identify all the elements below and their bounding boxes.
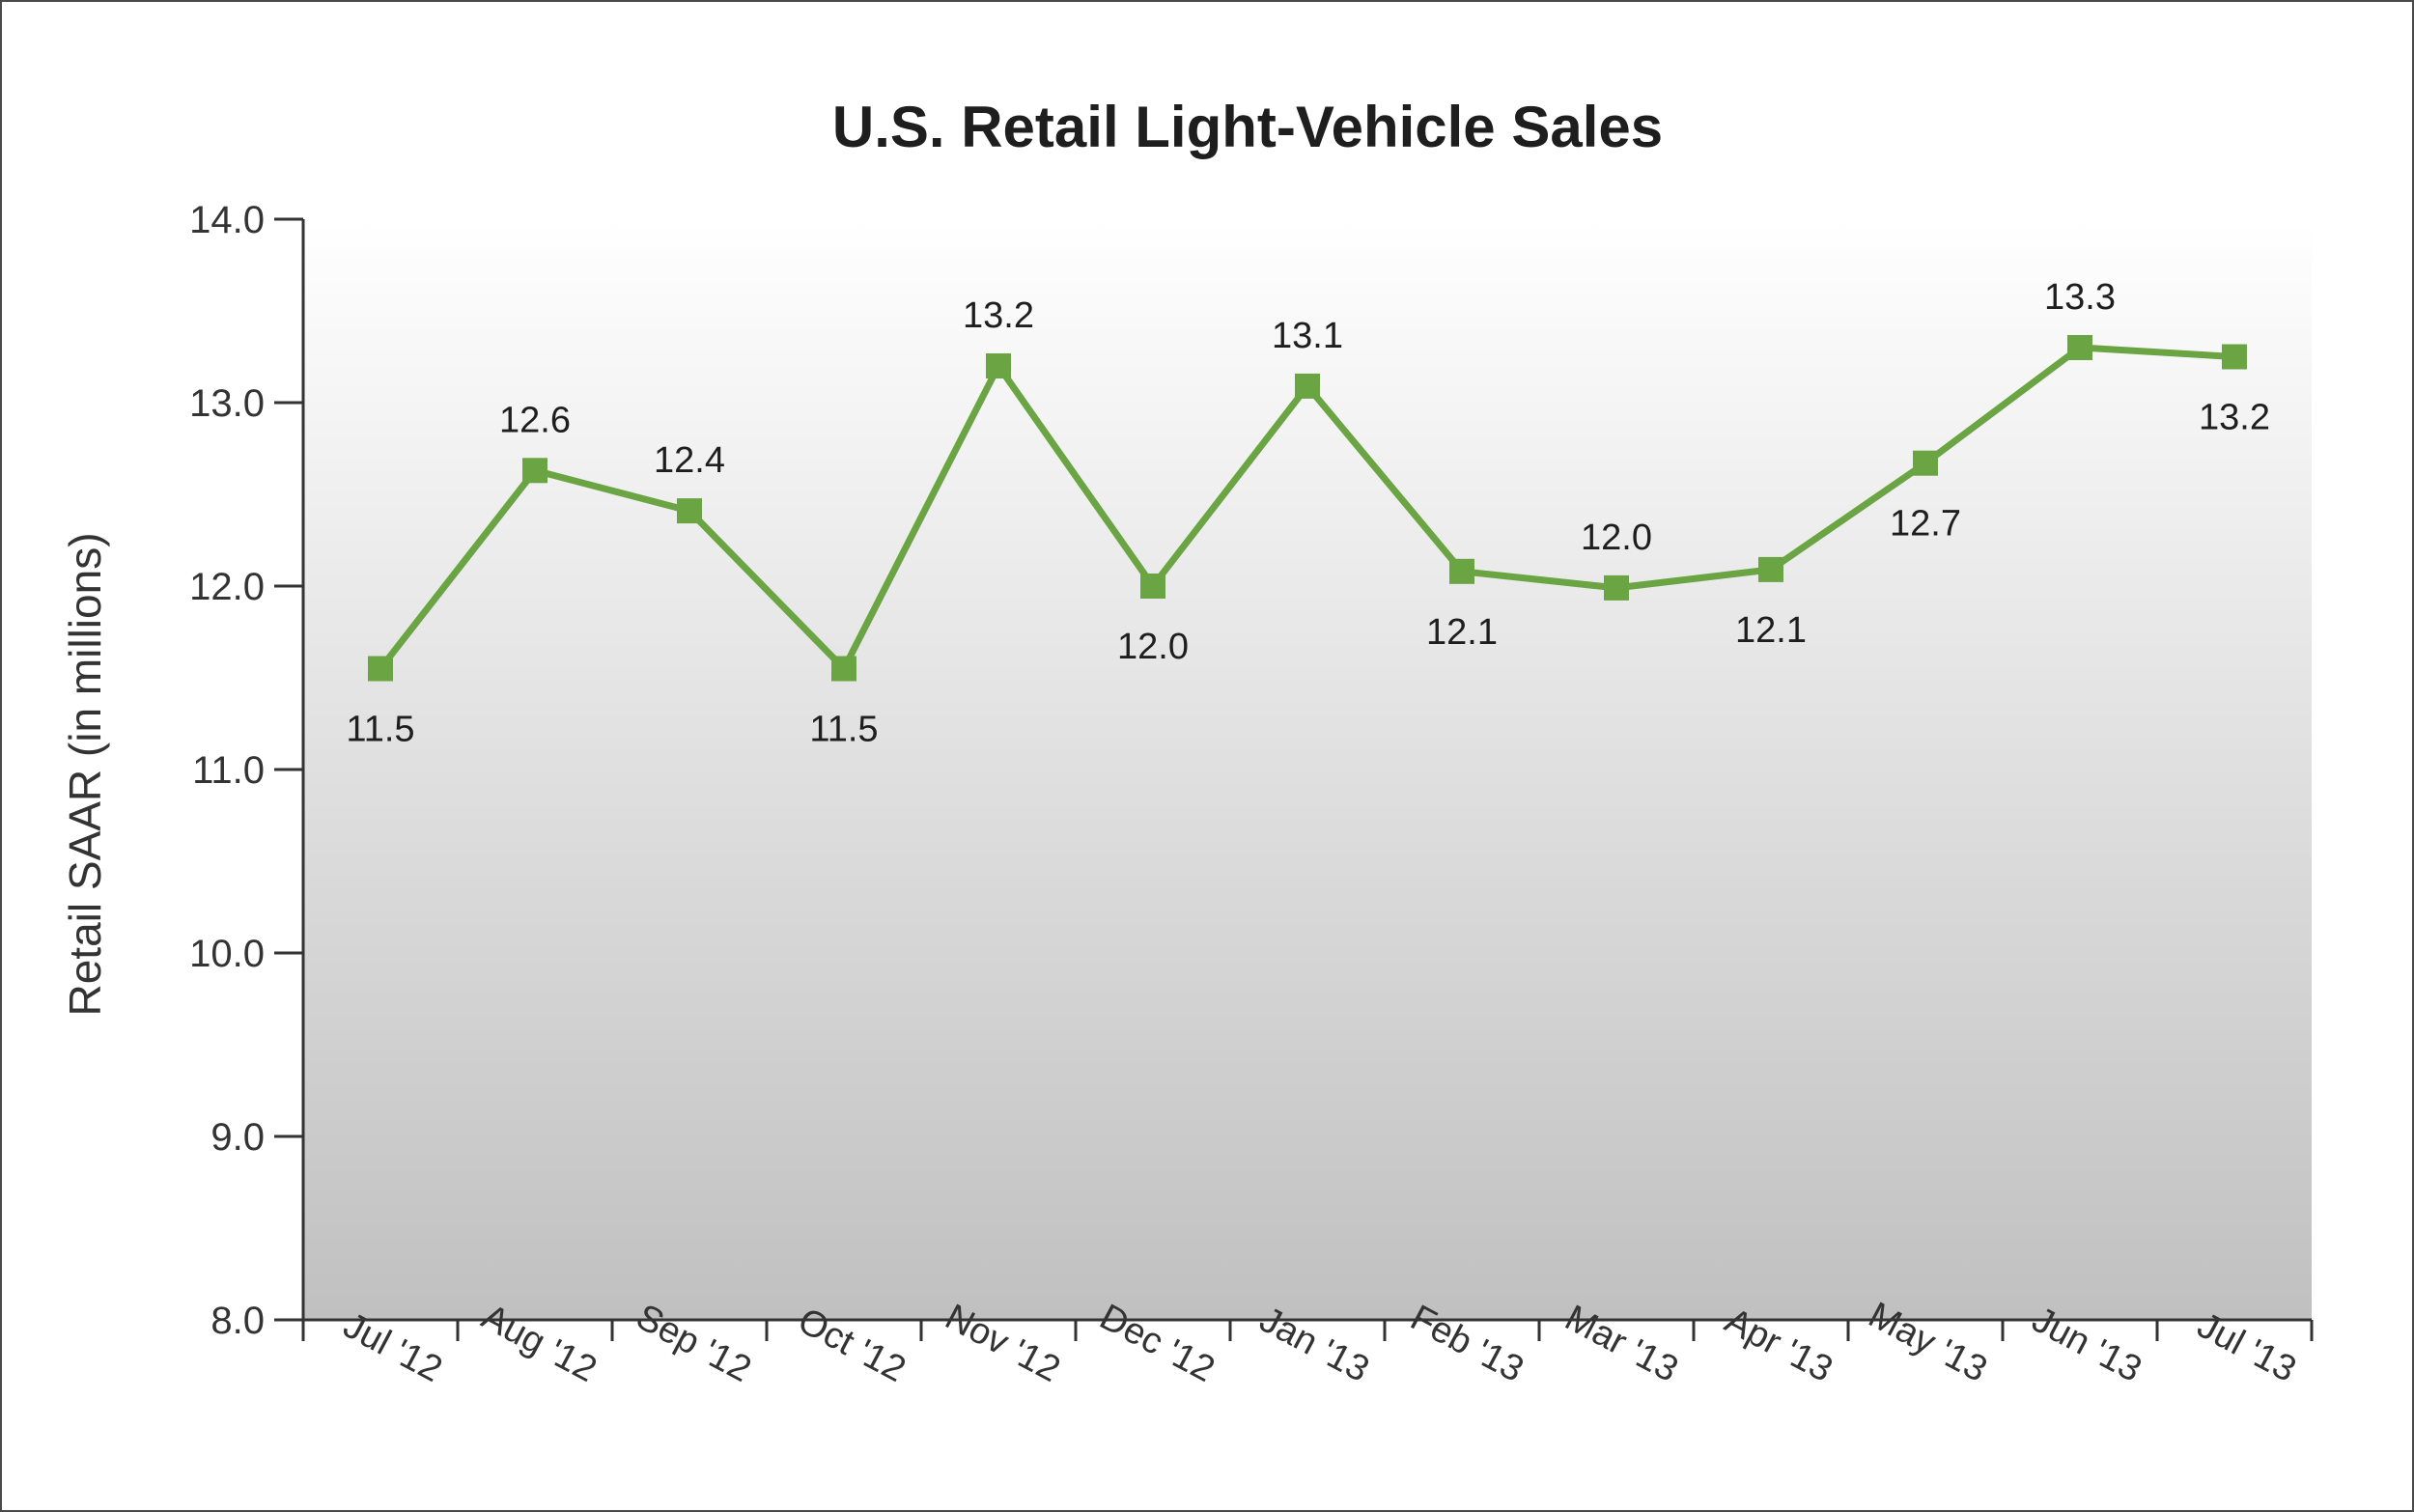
data-label: 13.2 [963, 295, 1034, 336]
y-tick-label: 8.0 [211, 1300, 265, 1342]
y-tick-label: 10.0 [189, 933, 265, 975]
data-point [831, 656, 856, 682]
data-point [1449, 558, 1474, 584]
data-label: 13.2 [2199, 398, 2270, 438]
data-point [1295, 373, 1320, 399]
y-axis-label: Retail SAAR (in millions) [60, 532, 110, 1016]
y-tick-label: 9.0 [211, 1116, 265, 1159]
data-label: 12.4 [654, 440, 725, 481]
data-label: 12.7 [1890, 504, 1961, 545]
data-label: 11.5 [809, 710, 878, 750]
data-point [986, 353, 1011, 378]
data-point [1913, 450, 1938, 476]
data-label: 13.3 [2044, 277, 2116, 318]
data-label: 12.1 [1735, 610, 1807, 651]
data-point [677, 498, 702, 524]
plot-area [303, 219, 2312, 1320]
data-label: 11.5 [346, 710, 414, 750]
data-point [522, 458, 547, 484]
y-tick-label: 12.0 [189, 566, 265, 608]
data-label: 12.1 [1426, 612, 1498, 653]
data-label: 12.0 [1581, 518, 1652, 558]
data-point [1758, 556, 1783, 582]
data-label: 12.0 [1117, 627, 1189, 667]
data-point [2222, 344, 2247, 370]
data-point [1604, 574, 1629, 601]
data-point [1140, 574, 1165, 599]
data-label: 12.6 [499, 400, 571, 440]
y-tick-label: 14.0 [189, 199, 265, 241]
data-point [2067, 335, 2092, 360]
y-tick-label: 11.0 [192, 749, 265, 792]
y-tick-label: 13.0 [189, 382, 265, 425]
data-label: 13.1 [1272, 316, 1343, 356]
chart-title: U.S. Retail Light-Vehicle Sales [832, 95, 1663, 159]
data-point [368, 656, 393, 682]
